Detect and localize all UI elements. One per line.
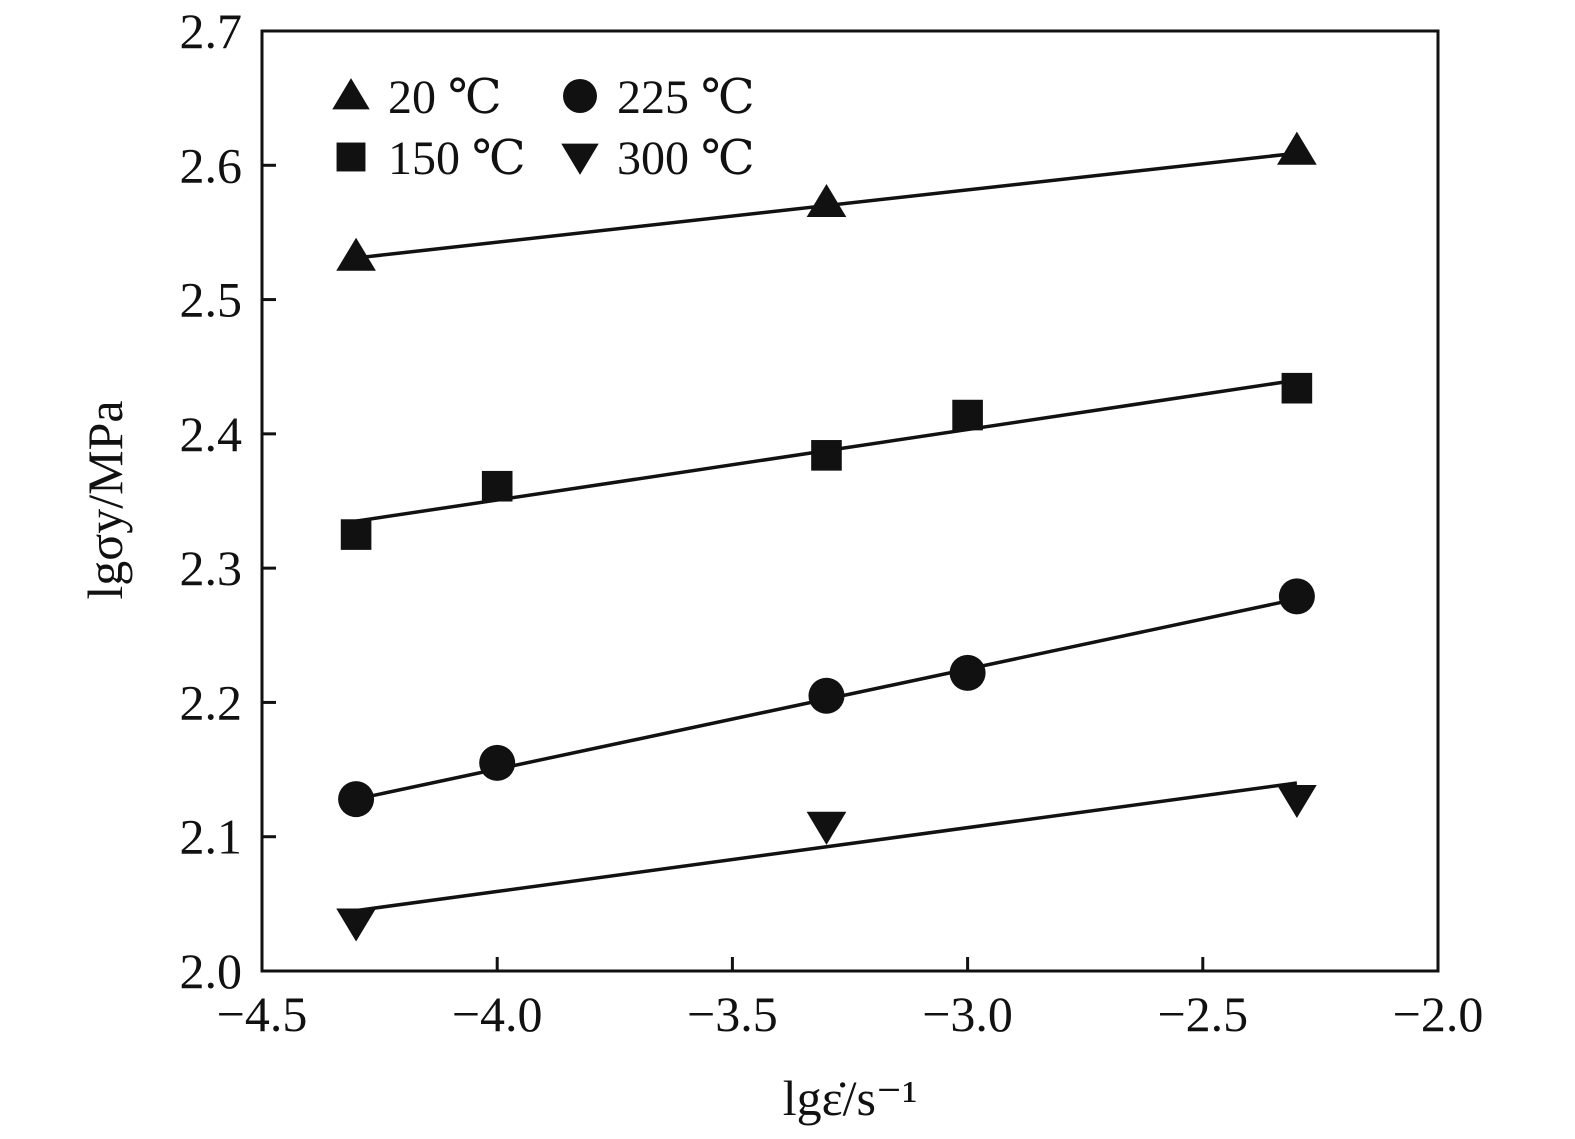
plot-frame: [260, 29, 1440, 973]
legend-marker: [336, 142, 366, 172]
data-point: [340, 519, 372, 550]
data-point: [481, 470, 513, 502]
legend: 20 ℃ 150 ℃ 225 ℃ 300 ℃: [332, 71, 755, 185]
data-point: [479, 744, 516, 781]
legend-label: 300 ℃: [617, 132, 755, 185]
legend-label: 225 ℃: [617, 71, 755, 124]
data-point: [336, 237, 376, 271]
x-tick-label: −4.5: [217, 986, 308, 1042]
data-point: [1281, 372, 1313, 404]
legend-marker: [563, 79, 597, 113]
legend-label: 150 ℃: [388, 132, 526, 185]
x-axis: −4.5 −4.0 −3.5 −3.0 −2.5 −2.0: [217, 957, 1484, 1042]
y-tick-label: 2.5: [180, 272, 243, 328]
data-point: [811, 440, 842, 471]
x-tick-label: −2.5: [1157, 986, 1248, 1042]
x-tick-label: −2.0: [1393, 986, 1484, 1042]
y-tick-label: 2.3: [180, 540, 243, 596]
fit-line: [355, 781, 1298, 913]
data-point: [338, 781, 375, 818]
data-point: [1277, 784, 1317, 819]
data-point: [806, 183, 847, 218]
data-point: [336, 908, 376, 942]
y-axis: 2.0 2.1 2.2 2.3 2.4 2.5 2.6 2.7: [180, 3, 276, 999]
y-axis-label: lgσy/MPa: [77, 400, 133, 599]
legend-marker: [332, 78, 370, 110]
fit-lines: [355, 151, 1298, 913]
data-point: [808, 677, 845, 714]
x-tick-label: −3.0: [922, 986, 1013, 1042]
data-point: [1278, 578, 1315, 615]
y-tick-label: 2.4: [180, 406, 243, 462]
legend-label: 20 ℃: [388, 71, 502, 124]
data-markers: [336, 131, 1317, 942]
data-point: [806, 811, 847, 845]
x-tick-label: −3.5: [687, 986, 778, 1042]
data-point: [1277, 131, 1317, 165]
y-tick-label: 2.1: [180, 809, 243, 865]
x-tick-label: −4.0: [452, 986, 543, 1042]
data-point: [952, 399, 983, 431]
y-tick-label: 2.2: [180, 674, 243, 730]
y-tick-label: 2.7: [180, 3, 243, 59]
y-tick-label: 2.0: [180, 943, 243, 999]
data-point: [949, 654, 986, 691]
x-axis-label: lgε̇/s⁻¹: [783, 1070, 918, 1126]
legend-marker: [561, 143, 599, 175]
y-tick-label: 2.6: [180, 137, 243, 193]
